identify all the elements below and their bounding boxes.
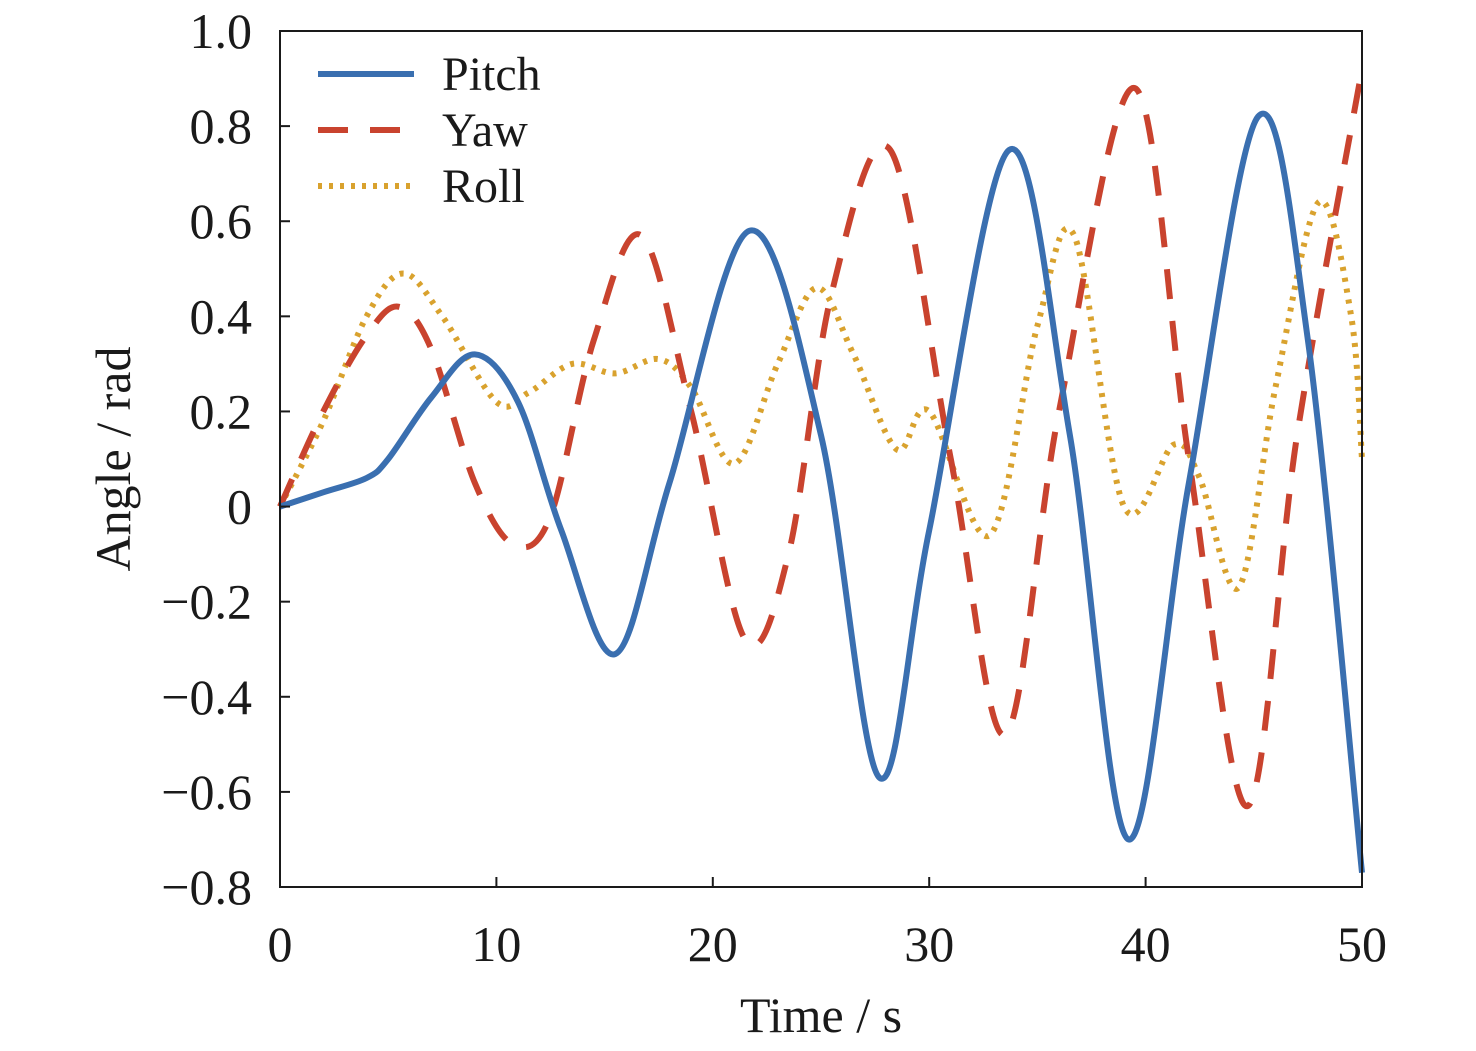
x-tick-label: 30 xyxy=(904,916,954,972)
plot-frame xyxy=(279,30,1363,888)
y-tick-label: −0.8 xyxy=(161,859,252,915)
y-tick-label: 0.6 xyxy=(190,193,253,249)
series-line-yaw xyxy=(277,68,1365,810)
y-tick-label: 0.4 xyxy=(190,288,253,344)
x-tick-label: 20 xyxy=(688,916,738,972)
y-tick-label: 0 xyxy=(227,479,252,535)
tick-labels-layer: 0 10 20 30 40 50 −0.8 −0.6 −0.4 −0.2 0 0.2 0.4 0.6 0.8… xyxy=(161,3,1387,972)
y-tick-label: 1.0 xyxy=(190,3,253,59)
y-tick-label: −0.6 xyxy=(161,764,252,820)
series-line-roll xyxy=(277,198,1365,592)
x-tick-label: 40 xyxy=(1121,916,1171,972)
x-tick-label: 0 xyxy=(268,916,293,972)
legend-label-yaw: Yaw xyxy=(442,104,528,157)
y-tick-label: 0.2 xyxy=(190,383,253,439)
x-axis-label: Time / s xyxy=(740,987,902,1043)
y-axis-label: Angle / rad xyxy=(85,347,141,572)
x-tick-label: 50 xyxy=(1337,916,1387,972)
ticks-layer xyxy=(280,125,1147,887)
y-tick-label: 0.8 xyxy=(190,98,253,154)
y-tick-label: −0.2 xyxy=(161,574,252,630)
y-tick-label: −0.4 xyxy=(161,669,252,725)
series-line-pitch xyxy=(279,110,1365,874)
series-layer xyxy=(277,68,1365,874)
x-tick-label: 10 xyxy=(471,916,521,972)
legend-label-pitch: Pitch xyxy=(442,48,541,101)
legend-label-roll: Roll xyxy=(442,160,525,213)
